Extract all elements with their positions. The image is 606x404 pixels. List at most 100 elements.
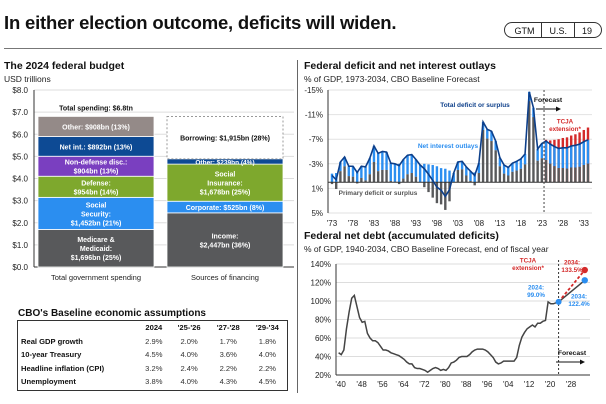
interest-bar — [381, 151, 384, 170]
debt-subtitle: % of GDP, 1940-2034, CBO Baseline Foreca… — [304, 244, 549, 254]
primary-bar — [372, 161, 376, 183]
primary-bar — [465, 175, 468, 183]
badge-region: U.S. — [541, 23, 574, 37]
debt-chart: 20% 40% 60% 80% 100% 120% 140% '40 '48 '56 '64 '72 '… — [311, 257, 591, 389]
table-cell: 4.5% — [145, 350, 163, 360]
spending-segment-other — [37, 116, 155, 137]
primary-bar — [536, 160, 539, 183]
primary-bar — [334, 182, 338, 190]
y-tick-label: 80% — [315, 316, 331, 325]
table-cell: 4.0% — [258, 350, 277, 360]
forecast-arrow-head-icon — [556, 106, 561, 112]
primary-bar — [511, 171, 514, 183]
table-cell: 4.5% — [258, 377, 277, 387]
y-tick-label: 20% — [315, 371, 331, 380]
interest-bar — [456, 161, 460, 170]
primary-bar — [427, 182, 430, 193]
net-interest-label: Net interest outlays — [418, 143, 479, 150]
primary-bar — [528, 101, 531, 183]
x-tick-label: '28 — [566, 380, 577, 389]
primary-bar — [523, 164, 527, 183]
interest-bar — [410, 154, 413, 174]
spending-label-medicare-medicaid: Medicare & Medicaid: $1,696bn (25%) — [71, 237, 122, 262]
primary-bar — [574, 167, 577, 183]
interest-bar — [448, 170, 451, 183]
y-tick-label: -3% — [309, 160, 323, 169]
row-label: 10-year Treasury — [21, 350, 82, 360]
interest-bar — [486, 129, 489, 139]
primary-bar — [439, 182, 443, 205]
primary-bar — [355, 182, 359, 184]
y-tick-label: $6.0 — [12, 130, 28, 139]
primary-bar — [330, 182, 334, 185]
interest-bar — [385, 152, 388, 170]
interest-bar — [473, 172, 476, 183]
x-tick-label: '40 — [335, 380, 346, 389]
primary-bar — [339, 171, 342, 183]
interest-bar — [330, 173, 334, 183]
debt-title: Federal net debt (accumulated deficits) — [304, 230, 499, 242]
interest-bar — [389, 163, 392, 182]
interest-bar — [498, 157, 502, 167]
interest-bar — [502, 165, 506, 174]
x-tick-label: '13 — [495, 219, 506, 228]
primary-bar — [448, 182, 451, 202]
financing-segment-borrowing — [166, 115, 284, 160]
row-label: Headline inflation (CPI) — [21, 363, 105, 373]
forecast-label: Forecast — [558, 350, 587, 357]
point-2034-baseline — [581, 277, 588, 284]
financing-label-income: Income: $2,447bn (36%) — [200, 233, 251, 249]
x-tick-label: '03 — [453, 219, 464, 228]
page-badge: GTM U.S. 19 — [504, 22, 602, 38]
y-tick-label: -7% — [309, 135, 323, 144]
interest-bar — [561, 147, 565, 169]
x-tick-label: '93 — [411, 219, 422, 228]
panel-divider — [297, 60, 298, 393]
interest-bar — [368, 158, 371, 175]
x-tick-label: '64 — [398, 380, 409, 389]
interest-bar — [565, 147, 569, 169]
column-header — [18, 321, 138, 335]
y-tick-label: 1% — [311, 184, 323, 193]
primary-bar — [456, 169, 460, 183]
interest-bar — [397, 163, 401, 183]
financing-label-social-insurance: Social Insurance: $1,678bn (25%) — [200, 172, 251, 197]
interest-bar — [343, 157, 346, 167]
x-tick-label: '78 — [348, 219, 359, 228]
interest-bar — [364, 166, 367, 181]
x-tick-label: '98 — [432, 219, 443, 228]
interest-bar — [586, 139, 590, 164]
forecast-arrow-head-icon — [580, 359, 585, 365]
y-tick-label: 5% — [311, 209, 323, 218]
primary-bar — [486, 138, 489, 183]
interest-bar — [406, 155, 409, 175]
primary-bar — [360, 177, 363, 183]
column-header: '27-'28 — [216, 323, 240, 333]
interest-bar — [418, 165, 422, 183]
interest-bar — [582, 141, 586, 166]
primary-bar — [553, 166, 556, 183]
primary-bar — [544, 160, 548, 183]
interest-bar — [570, 145, 573, 168]
assumptions-title: CBO's Baseline economic assumptions — [18, 308, 206, 319]
x-tick-label: '88 — [461, 380, 472, 389]
y-tick-label: 40% — [315, 353, 331, 362]
table-cell: 1.7% — [219, 336, 237, 346]
interest-bar — [460, 161, 464, 170]
x-category-label: Total government spending — [51, 273, 141, 282]
badge-gtm: GTM — [514, 26, 535, 36]
header-divider — [4, 48, 602, 49]
column-header: 2024 — [145, 323, 163, 333]
primary-bar — [582, 165, 586, 183]
primary-bar — [502, 173, 506, 183]
total-deficit-line — [331, 91, 589, 198]
interest-bar — [376, 153, 380, 172]
primary-bar — [519, 168, 523, 183]
budget-title: The 2024 federal budget — [4, 60, 125, 72]
interest-bar — [523, 153, 527, 165]
baseline-forecast-line — [558, 279, 586, 303]
primary-bar — [402, 178, 405, 183]
y-tick-label: $8.0 — [12, 86, 28, 95]
spending-segment-social-security — [37, 196, 155, 230]
interest-bar — [439, 168, 443, 183]
